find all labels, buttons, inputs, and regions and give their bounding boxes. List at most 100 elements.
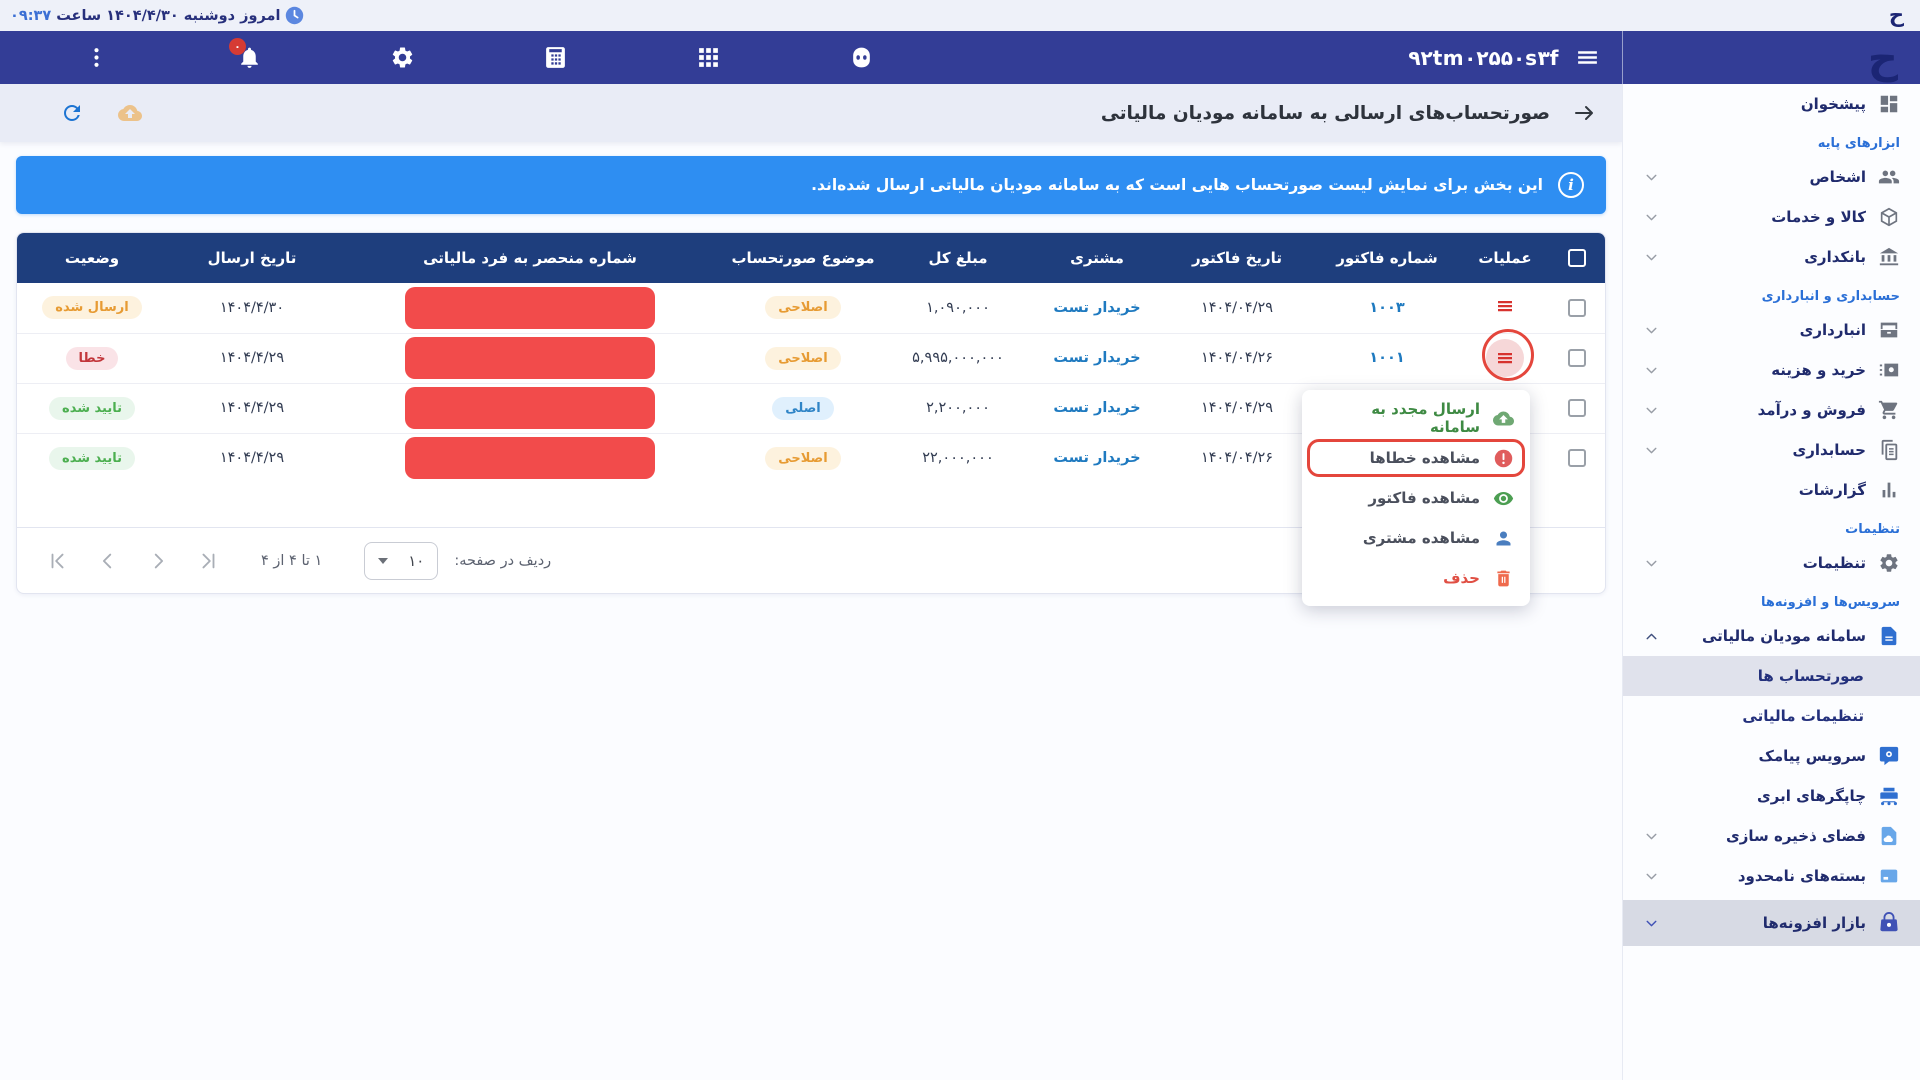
row-checkbox[interactable] [1568,298,1586,317]
brand-logo-large: ح [1867,32,1898,82]
invoice-number-link[interactable]: ۱۰۰۳ [1369,299,1405,316]
storage-file-icon [1878,825,1900,847]
apps-grid-icon[interactable] [696,45,721,70]
sidebar-item-goods-services[interactable]: کالا و خدمات [1623,197,1920,237]
menu-item-view-errors[interactable]: مشاهده خطاها [1302,438,1530,478]
info-banner-text: این بخش برای نمایش لیست صورتحساب هایی اس… [811,176,1543,194]
sidebar-item-tax-system[interactable]: سامانه مودیان مالیاتی [1623,616,1920,656]
eye-icon [1493,488,1514,509]
chevron-down-icon [1643,362,1660,379]
main-content: صورتحساب‌های ارسالی به سامانه مودیان مال… [0,84,1622,1080]
sidebar-subitem-invoices[interactable]: صورتحساب ها [1623,656,1920,696]
customer-link[interactable]: خریدار تست [1053,450,1141,467]
date-time-display: امروز دوشنبه ۱۴۰۴/۴/۳۰ ساعت ۰۹:۳۷ [10,6,304,25]
row-checkbox[interactable] [1568,449,1586,468]
chevron-down-icon [1643,402,1660,419]
chevron-up-icon [1643,628,1660,645]
sidebar-item-addons-market[interactable]: بازار افزونه‌ها [1623,900,1920,946]
notifications-bell-icon[interactable]: ۰ [229,38,262,70]
sidebar-section-basic-tools: ابزارهای پایه [1817,136,1900,151]
hamburger-menu-icon[interactable] [1575,45,1600,70]
sidebar-item-storage[interactable]: فضای ذخیره سازی [1623,816,1920,856]
sidebar-item-cloud-printers[interactable]: چاپگرهای ابری [1623,776,1920,816]
status-badge: خطا [65,346,119,370]
bank-icon [1878,246,1900,268]
table-row: ۱۰۰۱ ۱۴۰۴/۰۴/۲۶ خریدار تست ۵,۹۹۵,۰۰۰,۰۰۰… [17,329,1605,383]
sidebar-item-banking[interactable]: بانکداری [1623,237,1920,277]
first-page-icon[interactable] [47,550,69,572]
sidebar-item-dashboard[interactable]: پیشخوان [1623,84,1920,124]
table-header-row: عملیات شماره فاکتور تاریخ فاکتور مشتری م… [17,233,1605,283]
clock-icon [285,6,304,25]
sidebar-item-sales-income[interactable]: فروش و درآمد [1623,390,1920,430]
chevron-down-icon [1643,249,1660,266]
menu-item-delete[interactable]: حذف [1302,558,1530,598]
col-sent-date: تاریخ ارسال [167,233,337,283]
kebab-menu-icon[interactable] [84,45,109,70]
page-title: صورتحساب‌های ارسالی به سامانه مودیان مال… [1100,102,1550,124]
trash-icon [1493,568,1514,589]
invoices-table-card: عملیات شماره فاکتور تاریخ فاکتور مشتری م… [16,232,1606,594]
invoice-number-link[interactable]: ۱۰۰۱ [1369,350,1405,366]
tax-uid-redacted [405,387,655,429]
sidebar-item-accounting[interactable]: حسابداری [1623,430,1920,470]
col-customer: مشتری [1033,233,1161,283]
rows-per-page-label: ردیف در صفحه: [454,552,552,569]
sidebar-item-unlimited-packages[interactable]: بسته‌های نامحدود [1623,856,1920,896]
invoice-date: ۱۴۰۴/۰۴/۲۹ [1161,382,1313,433]
customer-link[interactable]: خریدار تست [1053,350,1141,366]
chevron-down-icon [1643,442,1660,459]
sent-date: ۱۴۰۴/۴/۲۹ [167,332,337,383]
cloud-printer-icon [1878,785,1900,807]
status-badge: تایید شده [49,446,135,470]
total-amount: ۱,۰۹۰,۰۰۰ [926,299,990,316]
row-actions-icon-active[interactable] [1482,329,1534,381]
gear-icon[interactable] [390,45,415,70]
col-invoice-date: تاریخ فاکتور [1161,233,1313,283]
refresh-icon[interactable] [60,101,84,125]
navbar-icon-group: ۰ [22,38,874,70]
sent-date: ۱۴۰۴/۴/۲۹ [167,432,337,483]
sidebar-item-warehousing[interactable]: انبارداری [1623,310,1920,350]
next-page-icon[interactable] [147,550,169,572]
pagination-bar: ردیف در صفحه: ۱۰ ۱ تا ۴ از ۴ [17,527,1605,593]
total-amount: ۵,۹۹۵,۰۰۰,۰۰۰ [883,332,1033,383]
sidebar-item-reports[interactable]: گزارشات [1623,470,1920,510]
sidebar-subitem-tax-settings[interactable]: تنظیمات مالیاتی [1742,707,1864,725]
tax-system-doc-icon [1878,625,1900,647]
error-circle-icon [1493,448,1514,469]
menu-item-view-invoice[interactable]: مشاهده فاکتور [1302,478,1530,518]
last-page-icon[interactable] [197,550,219,572]
cloud-upload-icon[interactable] [118,101,142,125]
sidebar-item-people[interactable]: اشخاص [1623,157,1920,197]
sidebar-item-sms-service[interactable]: سرویس پیامک [1623,736,1920,776]
back-arrow-icon[interactable] [1572,101,1596,125]
sidebar: پیشخوان ابزارهای پایه اشخاص کالا و خدمات… [1622,84,1920,1080]
sidebar-item-purchases-expenses[interactable]: خرید و هزینه [1623,350,1920,390]
assistant-robot-icon[interactable] [849,45,874,70]
brand-logo-small: ح [1888,3,1904,27]
calculator-icon[interactable] [543,45,568,70]
col-operations: عملیات [1461,233,1549,283]
total-amount: ۲۲,۰۰۰,۰۰۰ [883,432,1033,483]
purchase-expense-icon [1878,359,1900,381]
current-time: ۰۹:۳۷ [10,7,52,24]
packages-box-icon [1878,865,1900,887]
goods-box-icon [1878,206,1900,228]
customer-link[interactable]: خریدار تست [1053,400,1141,416]
row-checkbox[interactable] [1568,349,1586,367]
select-all-checkbox[interactable] [1568,249,1586,267]
top-navbar: ۹۲tm۰۲۵۵۰s۳f ۰ [0,31,1622,84]
sidebar-item-settings[interactable]: تنظیمات [1623,543,1920,583]
menu-item-resend-to-system[interactable]: ارسال مجدد به سامانه [1302,398,1530,438]
col-total-amount: مبلغ کل [883,233,1033,283]
row-checkbox[interactable] [1568,399,1586,417]
customer-link[interactable]: خریدار تست [1053,299,1141,316]
col-invoice-subject: موضوع صورتحساب [723,233,883,283]
menu-item-view-customer[interactable]: مشاهده مشتری [1302,518,1530,558]
dashboard-icon [1878,93,1900,115]
prev-page-icon[interactable] [97,550,119,572]
row-actions-icon[interactable] [1493,294,1517,318]
invoice-date: ۱۴۰۴/۰۴/۲۶ [1161,332,1313,383]
page-size-select[interactable]: ۱۰ [364,541,439,580]
